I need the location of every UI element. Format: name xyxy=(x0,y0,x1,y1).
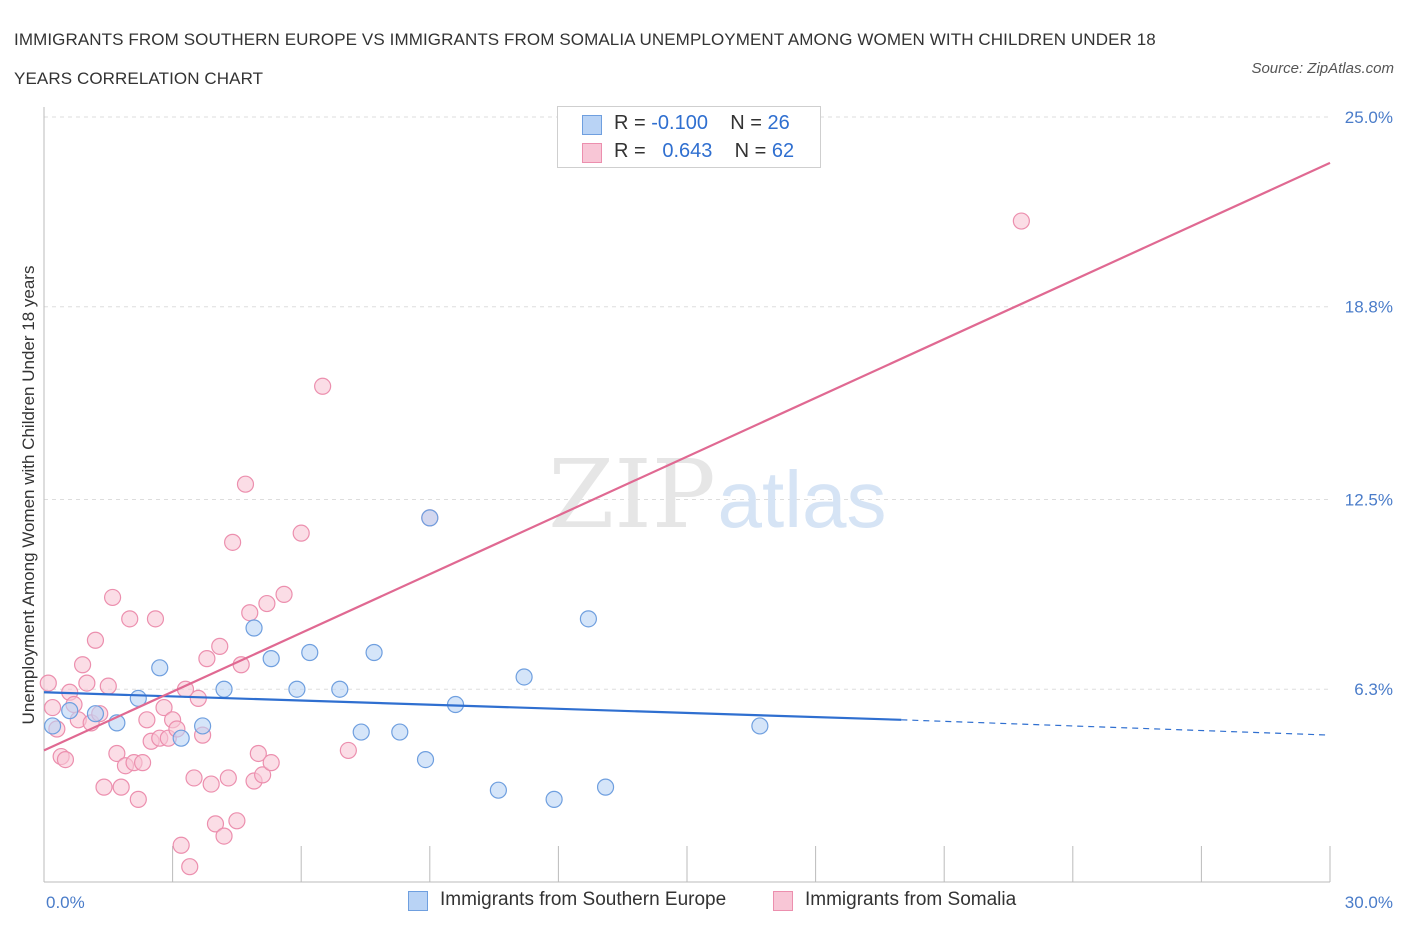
somalia-point xyxy=(146,610,165,628)
n-label: N = xyxy=(730,112,762,134)
somalia-point xyxy=(258,594,276,613)
southern-europe-trend-line xyxy=(43,691,902,721)
somalia-point xyxy=(121,610,139,628)
somalia-point xyxy=(228,812,246,830)
source-label: Source: ZipAtlas.com xyxy=(1251,60,1394,77)
somalia-point xyxy=(236,475,255,493)
southern-europe-point xyxy=(416,750,435,769)
southern-europe-point xyxy=(421,509,439,527)
somalia-point xyxy=(249,744,267,763)
pink-swatch xyxy=(582,143,602,163)
chart-title: IMMIGRANTS FROM SOUTHERN EUROPE VS IMMIG… xyxy=(14,30,1156,88)
n-value: 26 xyxy=(767,112,790,134)
somalia-point xyxy=(172,836,190,854)
southern-europe-point xyxy=(301,643,319,662)
somalia-point xyxy=(275,585,293,603)
southern-europe-point xyxy=(352,723,370,741)
watermark: ZIP atlas xyxy=(548,440,886,550)
somalia-point xyxy=(99,677,117,695)
y-tick-label: 18.8% xyxy=(1345,298,1393,317)
y-tick-label: 12.5% xyxy=(1345,491,1393,510)
grid-lines xyxy=(44,116,1330,690)
somalia-point xyxy=(219,769,237,787)
somalia-point xyxy=(56,750,75,769)
southern-europe-point xyxy=(751,717,769,735)
somalia-point xyxy=(138,711,156,729)
southern-europe-point xyxy=(86,705,105,723)
southern-europe-point xyxy=(331,680,349,698)
southern-europe-point xyxy=(61,702,79,720)
watermark-zip: ZIP xyxy=(548,440,715,550)
somalia-point xyxy=(314,377,332,395)
somalia-point xyxy=(86,631,105,649)
somalia-point xyxy=(292,524,310,542)
somalia-point xyxy=(95,778,113,796)
watermark-atlas: atlas xyxy=(718,455,887,544)
somalia-point xyxy=(339,741,357,760)
r-label: R = xyxy=(614,112,646,134)
r-value: -0.100 xyxy=(651,112,708,134)
southern-europe-points xyxy=(43,509,769,808)
southern-europe-point xyxy=(365,643,383,662)
southern-europe-point xyxy=(489,781,507,799)
r-value: 0.643 xyxy=(662,140,713,162)
trend-lines xyxy=(43,161,1331,752)
somalia-point xyxy=(39,674,57,692)
southern-europe-point xyxy=(545,790,563,808)
southern-europe-point xyxy=(215,680,233,698)
southern-europe-point xyxy=(194,717,212,735)
legend-label: Immigrants from Somalia xyxy=(805,889,1017,910)
somalia-point xyxy=(129,790,147,808)
tick-labels: 6.3% 12.5% 18.8% 25.0% 0.0% 30.0% xyxy=(46,108,1393,912)
somalia-point xyxy=(206,815,225,833)
stats-legend: R = -0.100 N = 26 R = 0.643 N = 62 xyxy=(557,106,821,168)
y-tick-label: 25.0% xyxy=(1345,108,1393,127)
somalia-point xyxy=(73,656,92,674)
somalia-point xyxy=(78,674,96,692)
southern-europe-point xyxy=(579,610,598,628)
southern-europe-point xyxy=(596,778,615,796)
n-label: N = xyxy=(734,140,767,162)
x-tick-label: 30.0% xyxy=(1345,893,1393,912)
y-axis-label: Unemployment Among Women with Children U… xyxy=(19,266,38,725)
legend-label: Immigrants from Southern Europe xyxy=(440,889,727,910)
somalia-trend-line xyxy=(43,161,1331,752)
southern-europe-point xyxy=(172,729,190,747)
somalia-point xyxy=(1012,212,1030,230)
southern-europe-point xyxy=(43,717,62,735)
southern-europe-point xyxy=(151,659,169,677)
pink-swatch xyxy=(773,891,793,911)
somalia-point xyxy=(241,604,259,622)
southern-europe-point xyxy=(515,668,533,686)
southern-europe-point xyxy=(288,680,306,698)
r-label: R = xyxy=(614,140,646,162)
somalia-point xyxy=(215,827,233,845)
southern-europe-point xyxy=(391,723,409,741)
somalia-point xyxy=(112,778,130,796)
somalia-point xyxy=(198,650,216,668)
somalia-point xyxy=(185,769,203,787)
somalia-point xyxy=(103,588,122,607)
somalia-point xyxy=(224,533,242,551)
y-tick-label: 6.3% xyxy=(1354,680,1393,699)
somalia-point xyxy=(155,698,173,717)
southern-europe-trend-extension xyxy=(901,719,1331,736)
axes xyxy=(43,107,1331,883)
n-value: 62 xyxy=(771,140,795,162)
somalia-point xyxy=(202,775,220,793)
somalia-point xyxy=(43,698,62,717)
southern-europe-point xyxy=(245,619,263,637)
southern-europe-point xyxy=(262,650,280,668)
somalia-point xyxy=(254,766,272,784)
blue-swatch xyxy=(408,891,428,911)
somalia-point xyxy=(133,754,152,772)
blue-swatch xyxy=(582,115,602,135)
x-tick-label: 0.0% xyxy=(46,893,85,912)
somalia-point xyxy=(108,744,126,763)
somalia-point xyxy=(181,858,199,876)
somalia-point xyxy=(262,754,280,772)
somalia-point xyxy=(211,637,229,655)
